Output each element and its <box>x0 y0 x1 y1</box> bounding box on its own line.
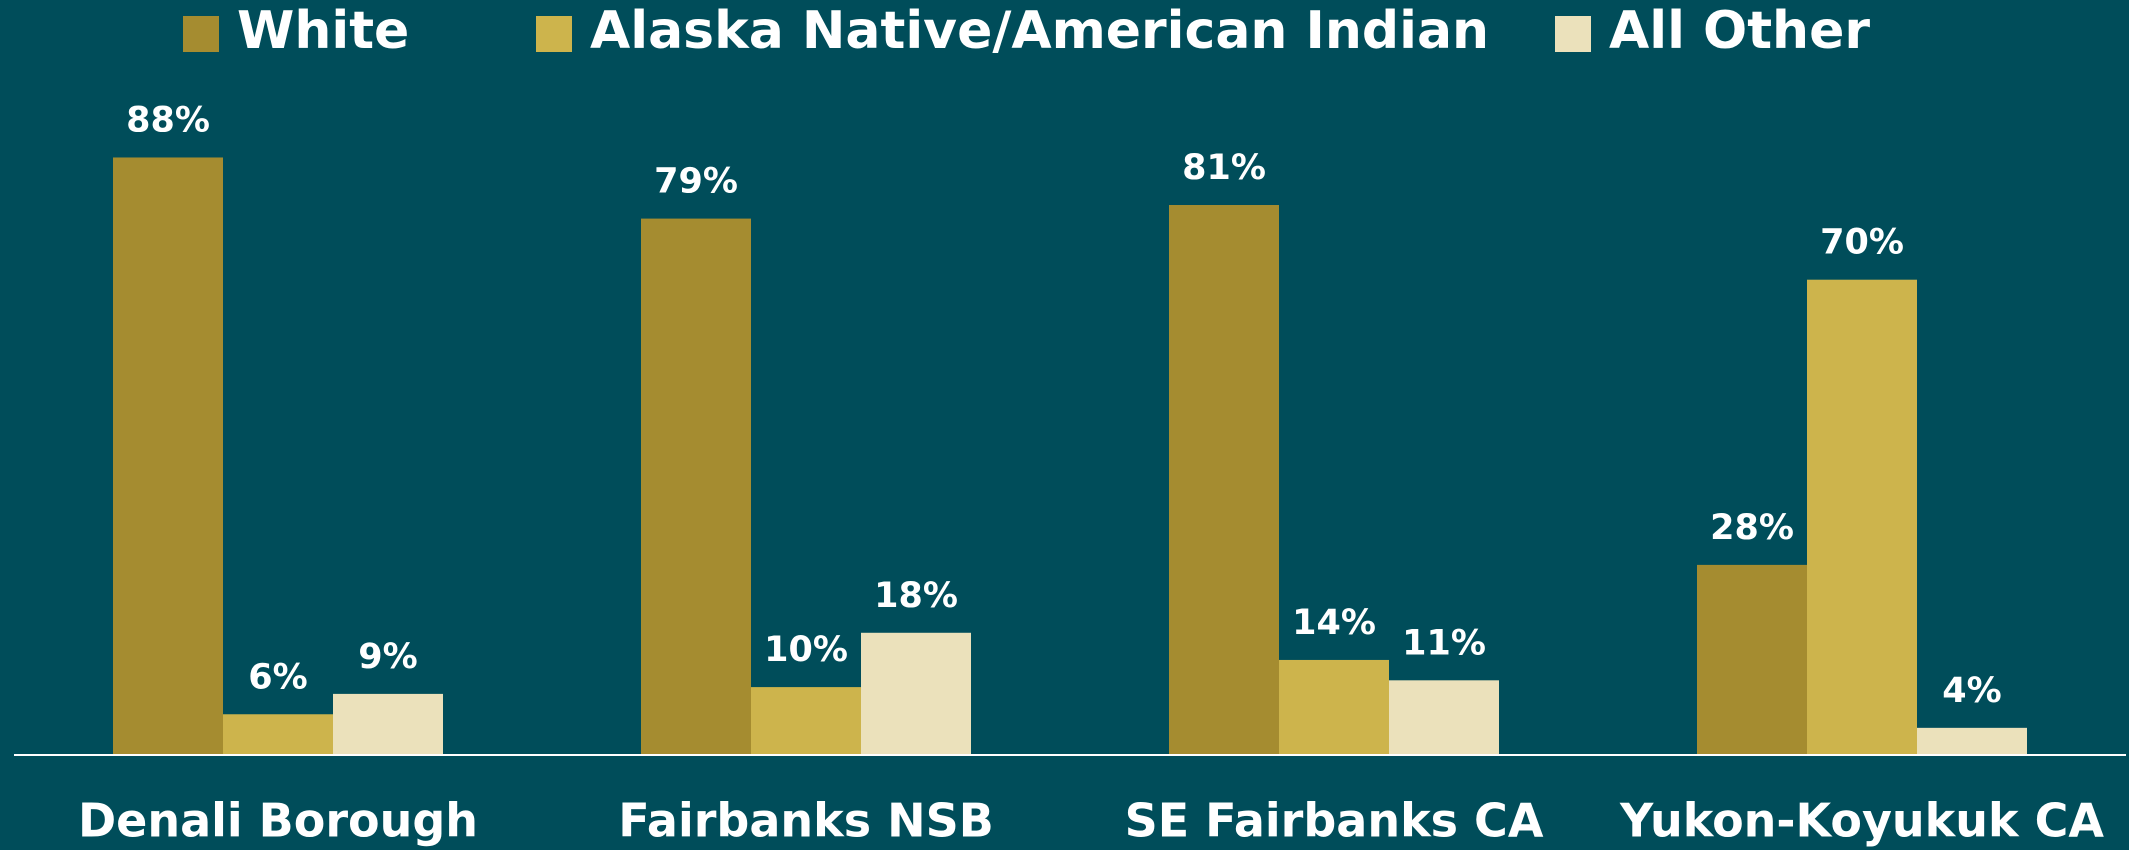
data-label: 11% <box>1402 623 1486 663</box>
legend-label: All Other <box>1609 1 1870 61</box>
legend-swatch <box>183 16 219 52</box>
data-label: 10% <box>764 630 848 670</box>
x-tick-label: Fairbanks NSB <box>618 794 994 848</box>
x-tick-label: SE Fairbanks CA <box>1125 794 1544 848</box>
bar <box>1169 205 1279 755</box>
legend-label: White <box>237 1 409 61</box>
bar <box>751 687 861 755</box>
bar <box>641 218 751 756</box>
data-label: 18% <box>874 576 958 616</box>
data-label: 79% <box>654 162 738 202</box>
x-tick-label: Yukon-Koyukuk CA <box>1619 794 2104 848</box>
data-label: 88% <box>126 100 210 140</box>
bar <box>1807 279 1917 755</box>
x-tick-label: Denali Borough <box>78 794 478 848</box>
data-label: 9% <box>358 637 417 677</box>
bar <box>1389 680 1499 755</box>
legend-swatch <box>536 16 572 52</box>
legend-swatch <box>1555 16 1591 52</box>
data-label: 14% <box>1292 603 1376 643</box>
data-label: 70% <box>1820 223 1904 263</box>
data-label: 4% <box>1942 671 2001 711</box>
data-label: 81% <box>1182 148 1266 188</box>
bar <box>861 632 971 755</box>
bar <box>1697 564 1807 755</box>
data-label: 6% <box>248 657 307 697</box>
data-label: 28% <box>1710 508 1794 548</box>
legend-label: Alaska Native/American Indian <box>590 1 1489 61</box>
bar <box>1917 727 2027 755</box>
bar <box>223 714 333 755</box>
bar <box>1279 659 1389 755</box>
bar <box>333 693 443 755</box>
bar <box>113 157 223 756</box>
